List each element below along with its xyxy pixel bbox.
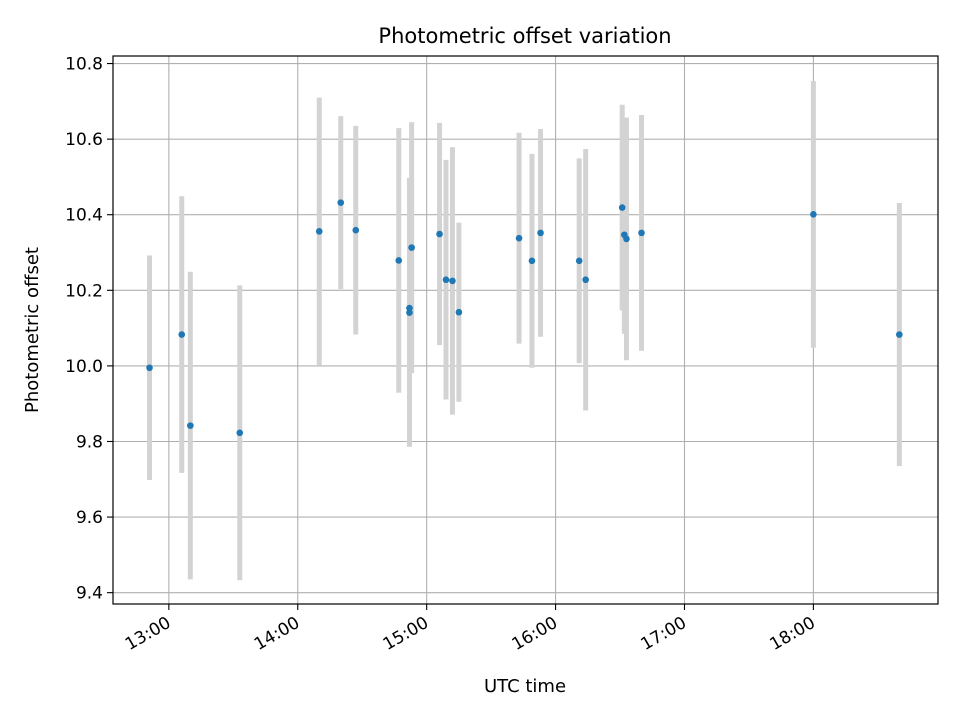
- data-point: [455, 308, 463, 316]
- data-point: [575, 257, 583, 265]
- y-axis-label: Photometric offset: [22, 247, 43, 413]
- y-tick-label: 9.6: [76, 508, 103, 528]
- data-point: [810, 211, 817, 218]
- data-point: [515, 234, 523, 242]
- chart-title: Photometric offset variation: [378, 24, 671, 48]
- data-point: [582, 276, 589, 284]
- data-point: [352, 226, 360, 234]
- x-tick-label: 13:00: [122, 613, 174, 655]
- data-point: [896, 331, 903, 338]
- data-point: [623, 235, 630, 243]
- x-tick-label: 14:00: [251, 613, 303, 655]
- data-point: [236, 429, 244, 437]
- y-tick-label: 10.0: [65, 357, 103, 377]
- y-tick-label: 9.4: [76, 584, 103, 604]
- y-axis-ticks: 9.4 9.6 9.8 10.0 10.2 10.4 10.6 10.8: [65, 55, 113, 604]
- plot-frame: [112, 55, 939, 605]
- data-point: [337, 199, 345, 206]
- y-tick-label: 10.4: [65, 206, 103, 226]
- error-bars: [147, 80, 902, 581]
- y-tick-label: 10.6: [65, 130, 103, 150]
- data-point: [638, 229, 645, 237]
- x-axis-ticks: 13:00 14:00 15:00 16:00 17:00 18:00: [122, 604, 819, 655]
- data-point: [315, 228, 323, 235]
- x-tick-label: 18:00: [766, 613, 818, 655]
- data-point: [618, 204, 626, 211]
- data-point: [449, 277, 456, 285]
- data-points: [146, 199, 903, 437]
- y-tick-label: 9.8: [76, 432, 103, 452]
- data-point: [436, 230, 443, 238]
- data-point: [395, 257, 403, 264]
- data-point: [406, 304, 413, 312]
- data-point: [537, 229, 544, 237]
- data-point: [528, 257, 536, 265]
- y-tick-label: 10.8: [65, 55, 103, 75]
- x-tick-label: 15:00: [380, 613, 432, 655]
- x-tick-label: 17:00: [638, 613, 690, 655]
- y-tick-label: 10.2: [65, 281, 103, 301]
- data-point: [408, 244, 415, 251]
- data-point: [187, 422, 194, 429]
- data-point: [178, 331, 186, 338]
- data-point: [442, 276, 450, 284]
- x-tick-label: 16:00: [509, 613, 561, 655]
- data-point: [406, 309, 413, 316]
- data-point: [146, 364, 153, 372]
- x-axis-label: UTC time: [484, 676, 566, 697]
